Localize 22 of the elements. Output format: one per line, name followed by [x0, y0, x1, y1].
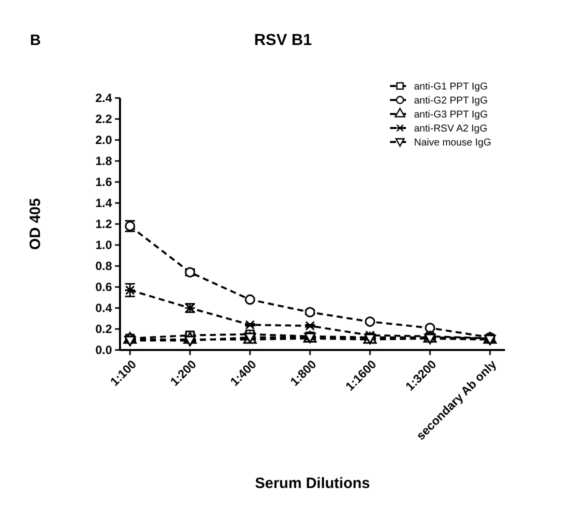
chart-subtitle: B	[30, 32, 41, 49]
y-tick-label: 0.4	[95, 301, 112, 316]
y-tick-label: 1.6	[95, 175, 112, 190]
y-tick-label: 0.6	[95, 280, 112, 294]
y-tick-label: 1.2	[95, 217, 112, 232]
x-axis-title: Serum Dilutions	[254, 475, 370, 492]
legend-label: anti-G3 PPT IgG	[414, 110, 488, 120]
y-tick-label: 0.2	[95, 322, 112, 336]
y-tick-label: 1.0	[95, 238, 112, 252]
y-tick-label: 1.4	[95, 196, 112, 210]
legend-label: anti-RSV A2 IgG	[414, 124, 488, 134]
legend-label: Naive mouse IgG	[414, 138, 492, 148]
legend-label: anti-G1 PPT IgG	[414, 82, 488, 92]
legend-label: anti-G2 PPT IgG	[414, 96, 488, 106]
y-tick-label: 2.4	[95, 91, 112, 106]
y-tick-label: 0.8	[95, 259, 112, 274]
y-tick-label: 2.0	[95, 133, 112, 148]
y-tick-label: 1.8	[95, 154, 112, 168]
y-axis-title: OD 405	[27, 198, 44, 250]
chart-title: RSV B1	[254, 32, 312, 49]
y-tick-label: 2.2	[95, 112, 112, 126]
y-tick-label: 0.0	[95, 343, 112, 358]
